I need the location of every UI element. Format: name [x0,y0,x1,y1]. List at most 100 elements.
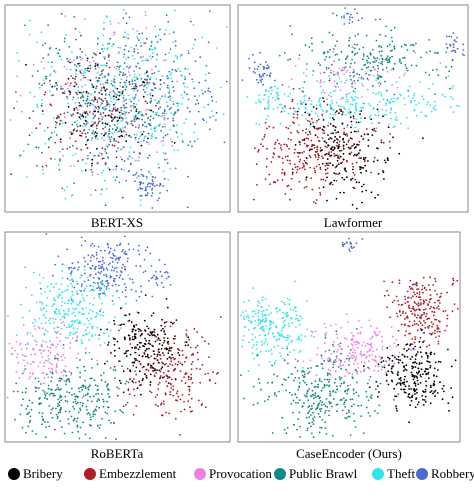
point [190,354,193,356]
point [358,73,361,76]
point [74,319,77,322]
point [89,259,92,262]
point [415,281,418,284]
point [71,285,74,288]
point [281,383,284,386]
point [32,347,34,350]
point [174,363,177,365]
point [270,312,272,315]
point [101,115,103,117]
point [163,109,166,111]
point [135,264,138,267]
point [421,394,424,397]
point [177,395,180,398]
point [370,191,373,194]
point [138,370,141,373]
point [306,328,309,331]
point [267,106,270,109]
point [259,79,262,81]
point [428,324,431,327]
point [429,50,432,53]
point [117,147,119,150]
point [304,335,307,338]
point [92,255,95,258]
point [381,348,384,351]
point [111,266,114,268]
point [363,361,366,364]
point [420,56,422,59]
point [107,344,109,346]
point [411,312,414,315]
point [106,16,109,18]
point [207,343,210,345]
point [57,387,60,389]
point [95,312,98,314]
point [377,363,380,365]
point [52,274,54,277]
point [91,174,94,177]
point [112,118,114,121]
point [107,321,110,324]
point [316,146,318,149]
point [95,254,98,256]
point [66,98,69,100]
point [112,43,115,46]
point [393,62,396,65]
point [378,122,380,124]
point [356,370,358,373]
point [194,103,197,105]
point [414,336,416,338]
point [376,108,379,111]
point [372,108,374,110]
point [329,103,332,106]
point [305,137,308,140]
point [399,314,402,317]
point [285,339,288,342]
point [61,371,63,373]
point [165,411,167,414]
point [296,130,299,133]
point [92,410,95,413]
point [373,129,375,132]
point [106,279,109,282]
point [343,403,345,405]
point [75,307,77,310]
point [403,381,406,383]
point [305,178,307,181]
point [336,351,338,353]
point [68,370,71,373]
point [186,206,189,209]
point [329,106,332,108]
point [54,126,57,129]
point [85,394,87,396]
point [113,137,116,140]
point [40,301,43,304]
point [181,354,184,356]
point [267,381,269,384]
point [263,321,266,323]
point [300,317,303,320]
point [88,424,91,426]
point [333,118,335,121]
point [83,280,86,283]
point [405,391,407,394]
point [57,52,60,55]
point [269,327,272,329]
point [310,432,313,435]
point [347,139,350,142]
point [153,72,156,74]
point [67,285,69,287]
point [111,284,114,287]
point [295,111,297,113]
point [403,356,406,358]
point [331,183,334,186]
point [326,158,329,161]
point [28,411,30,414]
point [71,294,74,296]
point [294,318,297,320]
point [385,113,388,116]
point [283,173,286,176]
point [336,40,338,43]
point [140,199,142,202]
point [166,158,169,161]
